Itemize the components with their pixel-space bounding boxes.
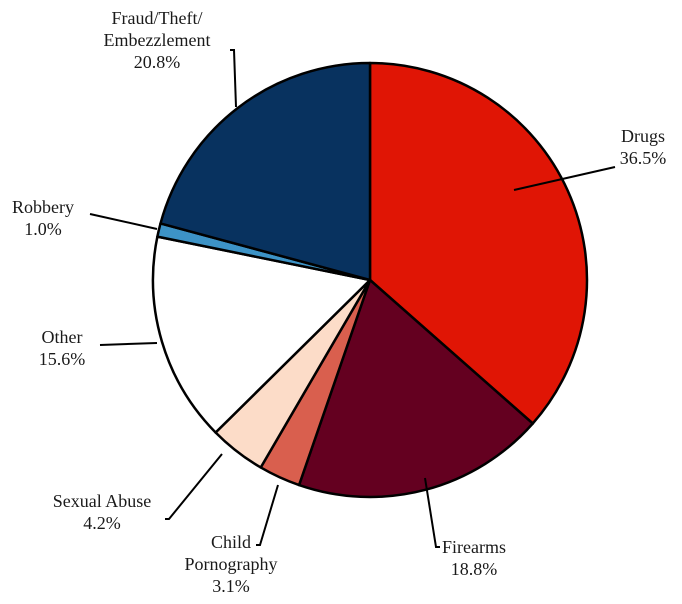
slice-category-label: Robbery (12, 197, 74, 217)
leader-line (99, 342, 158, 346)
slice-category-label: Other (42, 327, 83, 347)
slice-category-label: Pornography (185, 554, 278, 574)
slice-value-label: 36.5% (620, 148, 667, 168)
slice-label: Other 15.6% (39, 327, 86, 369)
slice-label: Sexual Abuse 4.2% (53, 491, 152, 533)
slice-value-label: 1.0% (24, 219, 62, 239)
slice-value-label: 18.8% (451, 559, 498, 579)
slice-value-label: 4.2% (83, 513, 121, 533)
slice-value-label: 15.6% (39, 349, 86, 369)
slice-category-label: Firearms (442, 537, 506, 557)
leader-line (230, 49, 237, 108)
slice-category-label: Drugs (621, 126, 665, 146)
slice-label: Fraud/Theft/Embezzlement 20.8% (104, 8, 211, 72)
slice-labels: Drugs 36.5%Firearms 18.8%Child Pornography 3… (12, 8, 666, 596)
leader-line (256, 484, 279, 546)
pie-slices (151, 61, 589, 499)
slice-label: Child Pornography 3.1% (185, 532, 278, 596)
pie-slice-drugs (368, 61, 589, 425)
leader-line (424, 477, 440, 548)
slice-label: Robbery 1.0% (12, 197, 74, 239)
pie-slice-fraud-theft-embezzlement (159, 61, 372, 282)
leader-lines (89, 49, 616, 548)
slice-value-label: 20.8% (134, 52, 181, 72)
pie-slice-firearms (297, 278, 535, 499)
slice-category-label: Fraud/Theft/ (112, 8, 203, 28)
slice-label: Firearms 18.8% (442, 537, 506, 579)
slice-label: Drugs 36.5% (620, 126, 667, 168)
slice-category-label: Child (211, 532, 251, 552)
leader-line (89, 213, 158, 230)
slice-category-label: Embezzlement (104, 30, 211, 50)
pie-slice-other (151, 235, 372, 434)
leader-line (165, 453, 223, 520)
leader-line (513, 166, 616, 191)
slice-value-label: 3.1% (212, 576, 250, 596)
slice-category-label: Sexual Abuse (53, 491, 152, 511)
